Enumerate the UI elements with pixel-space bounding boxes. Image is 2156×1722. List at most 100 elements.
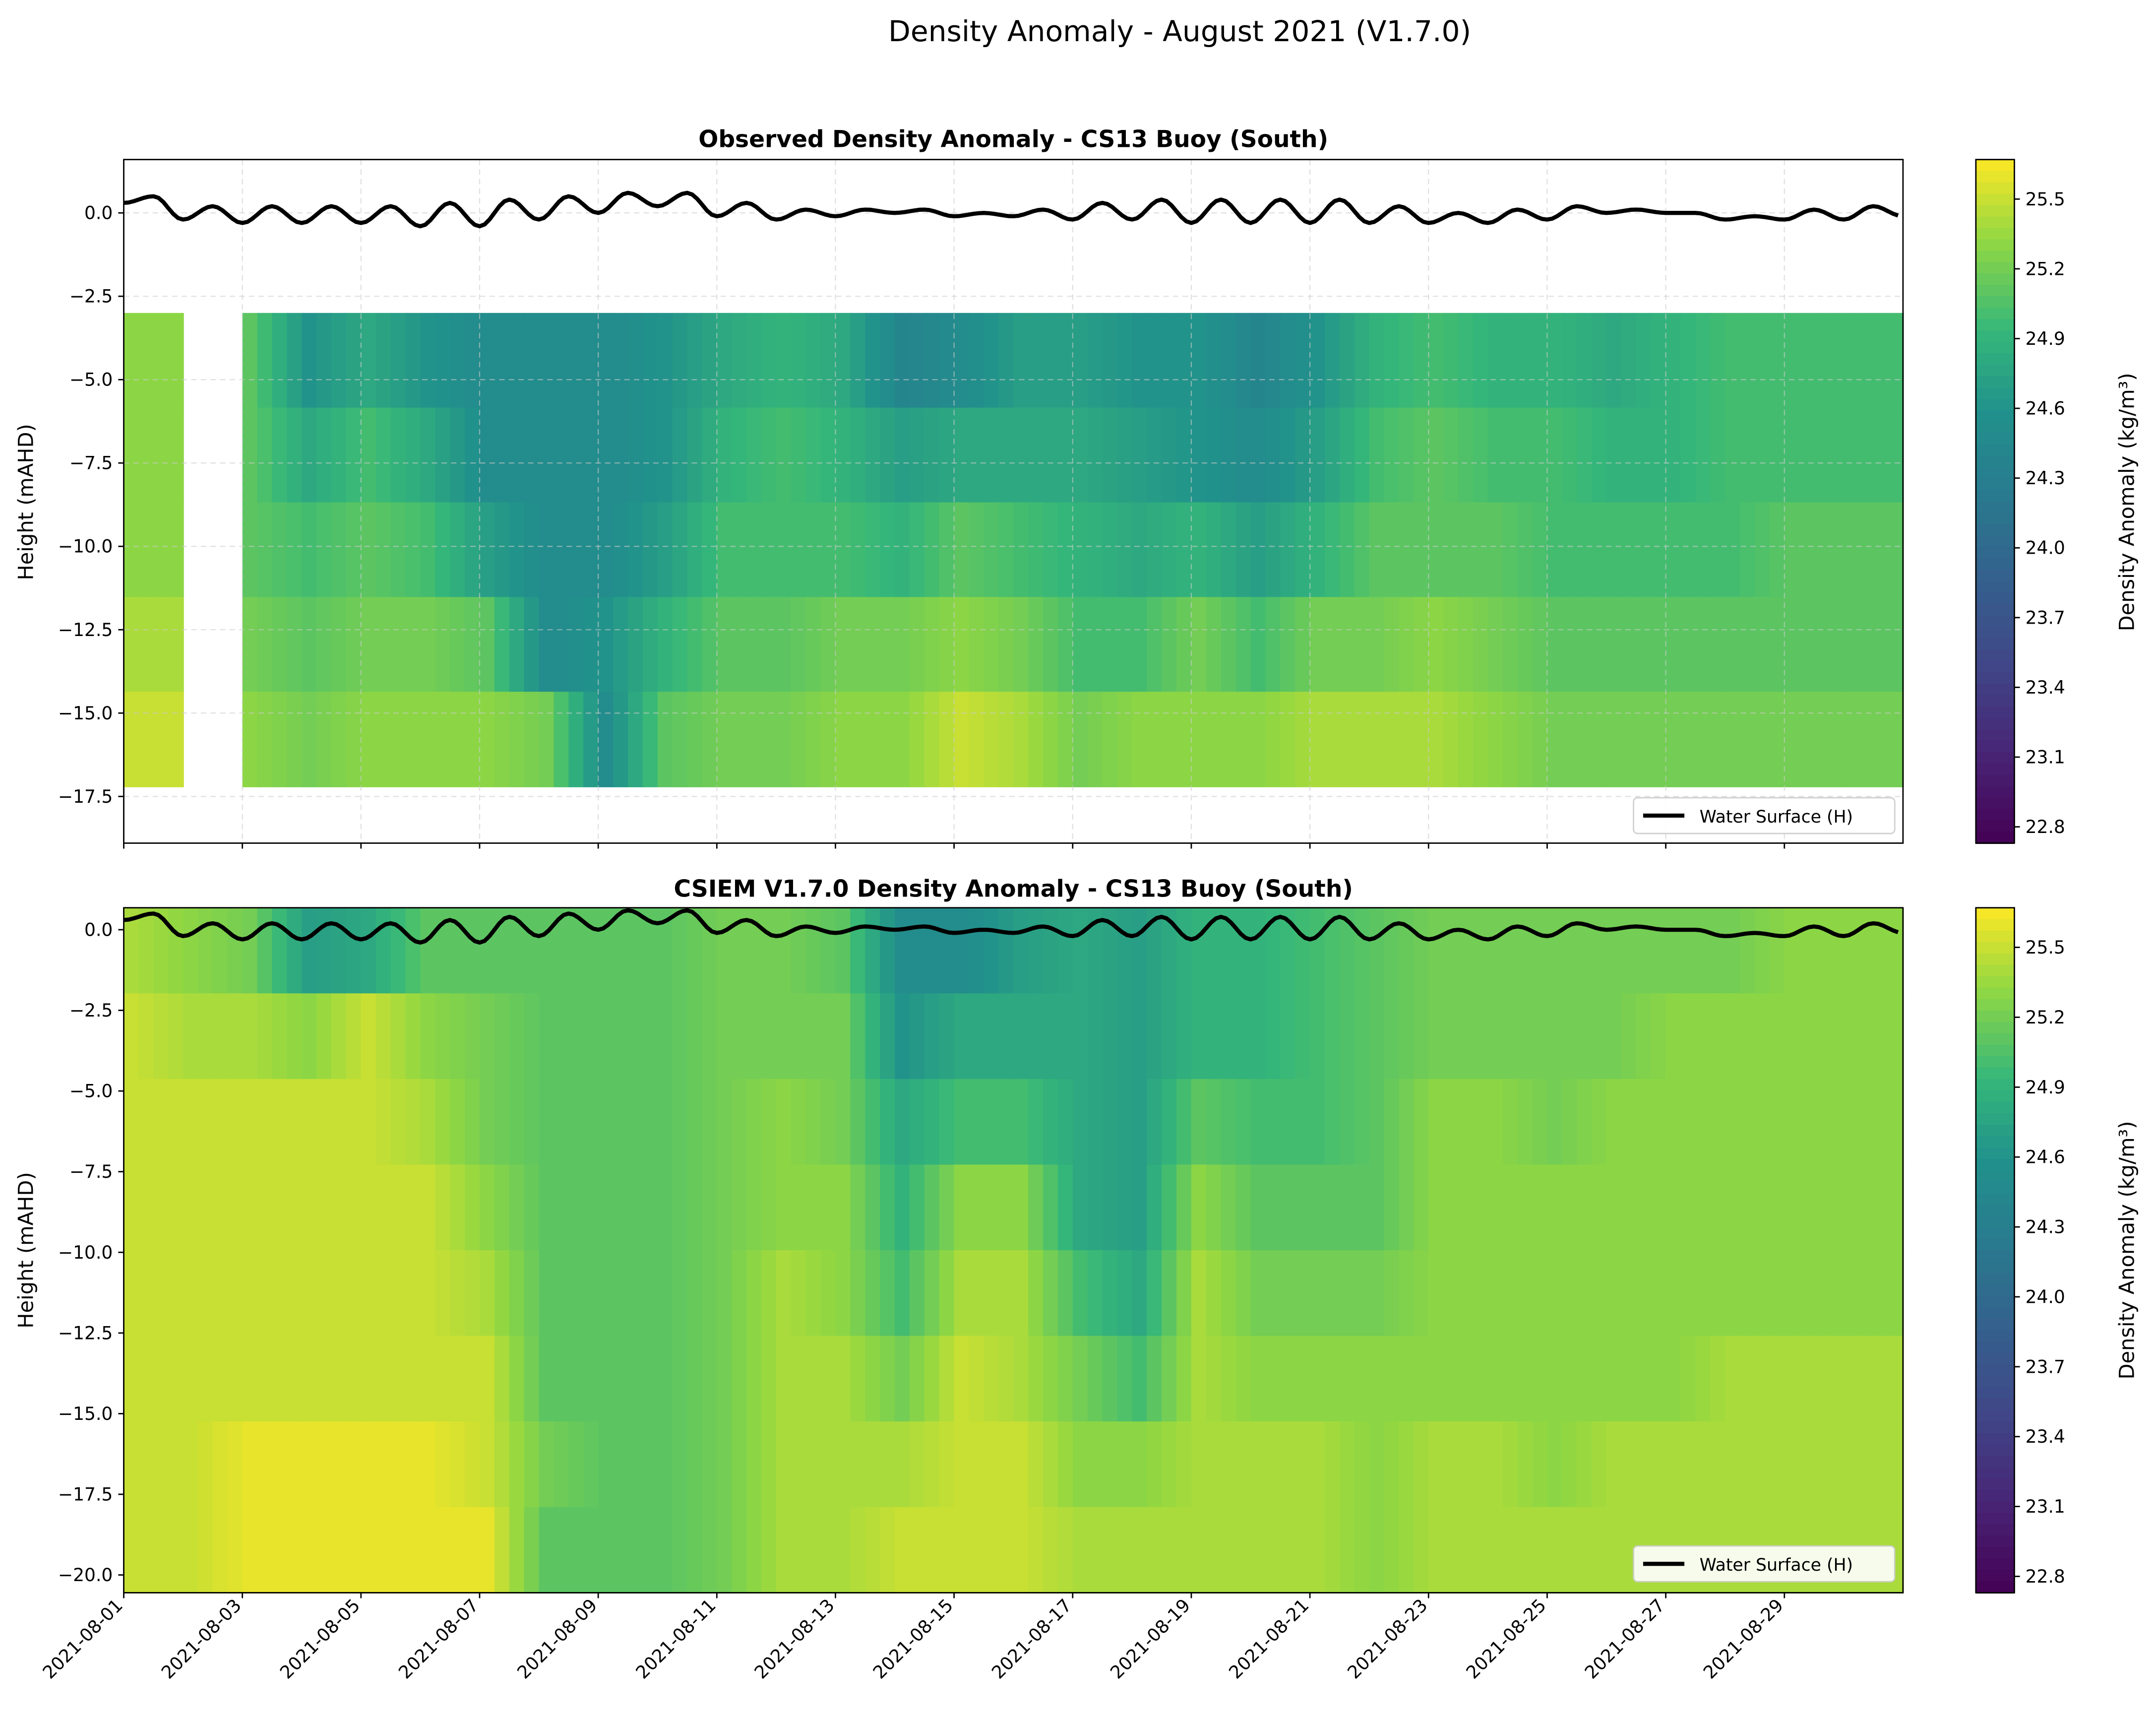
heatmap-cell bbox=[776, 1250, 792, 1337]
heatmap-cell bbox=[479, 1507, 495, 1594]
heatmap-cell bbox=[1502, 1250, 1519, 1337]
heatmap-cell bbox=[1665, 907, 1682, 994]
heatmap-cell bbox=[1784, 502, 1800, 598]
heatmap-cell bbox=[1784, 597, 1800, 693]
heatmap-cell bbox=[791, 597, 807, 693]
heatmap-cell bbox=[1280, 1164, 1296, 1251]
heatmap-cell bbox=[494, 1507, 510, 1594]
heatmap-cell bbox=[509, 1164, 525, 1251]
heatmap-cell bbox=[1636, 502, 1652, 598]
heatmap-cell bbox=[1072, 597, 1089, 693]
heatmap-cell bbox=[1162, 1336, 1177, 1422]
heatmap-cell bbox=[1829, 1250, 1845, 1337]
heatmap-cell bbox=[1384, 1421, 1400, 1508]
heatmap-cell bbox=[197, 1421, 214, 1508]
heatmap-cell bbox=[1087, 1079, 1104, 1166]
heatmap-cell bbox=[776, 597, 792, 693]
heatmap-cell bbox=[1176, 313, 1192, 409]
heatmap-cell bbox=[1206, 1079, 1222, 1166]
heatmap-cell bbox=[153, 692, 169, 787]
heatmap-cell bbox=[835, 993, 852, 1080]
heatmap-cell bbox=[1784, 313, 1800, 409]
heatmap-cell bbox=[450, 597, 466, 693]
heatmap-cell bbox=[835, 597, 852, 693]
heatmap-cell bbox=[702, 502, 718, 598]
heatmap-cell bbox=[732, 1421, 747, 1508]
heatmap-cell bbox=[1769, 1164, 1786, 1251]
heatmap-cell bbox=[331, 502, 347, 598]
heatmap-cell bbox=[524, 1507, 540, 1594]
heatmap-cell bbox=[123, 502, 140, 598]
heatmap-cell bbox=[1295, 692, 1311, 787]
heatmap-cell bbox=[1458, 993, 1474, 1080]
heatmap-cell bbox=[1235, 502, 1252, 598]
heatmap-cell bbox=[702, 1250, 718, 1337]
heatmap-cell bbox=[197, 1079, 214, 1166]
heatmap-cell bbox=[272, 692, 288, 787]
heatmap-cell bbox=[1013, 1421, 1029, 1508]
heatmap-cell bbox=[1295, 1507, 1311, 1594]
heatmap-cell bbox=[657, 1336, 674, 1422]
heatmap-cell bbox=[1873, 597, 1889, 693]
heatmap-cell bbox=[302, 692, 317, 787]
heatmap-cell bbox=[1414, 1421, 1429, 1508]
heatmap-cell bbox=[732, 993, 747, 1080]
heatmap-cell bbox=[1680, 907, 1697, 994]
heatmap-cell bbox=[1339, 407, 1355, 504]
heatmap-cell bbox=[909, 1507, 925, 1594]
colorbar-label: Density Anomaly (kg/m³) bbox=[2115, 1121, 2139, 1380]
heatmap-cell bbox=[302, 502, 317, 598]
heatmap-cell bbox=[1250, 1421, 1267, 1508]
colorbar-segment bbox=[1975, 376, 2015, 388]
heatmap-cell bbox=[168, 407, 184, 504]
heatmap-cell bbox=[494, 313, 510, 409]
heatmap-cell bbox=[1013, 1079, 1029, 1166]
heatmap-cell bbox=[909, 502, 925, 598]
y-tick-label: −5.0 bbox=[69, 370, 113, 390]
heatmap-cell bbox=[1028, 502, 1044, 598]
heatmap-cell bbox=[568, 993, 584, 1080]
heatmap-cell bbox=[1295, 313, 1311, 409]
heatmap-cell bbox=[1162, 313, 1177, 409]
heatmap-cell bbox=[1117, 313, 1133, 409]
heatmap-cell bbox=[1043, 692, 1059, 787]
heatmap-cell bbox=[494, 1336, 510, 1422]
heatmap-cell bbox=[1176, 1164, 1192, 1251]
heatmap-cell bbox=[539, 692, 555, 787]
heatmap-cell bbox=[1072, 1507, 1089, 1594]
heatmap-cell bbox=[1562, 597, 1578, 693]
heatmap-cell bbox=[1162, 597, 1177, 693]
heatmap-cell bbox=[1265, 1336, 1281, 1422]
heatmap-cell bbox=[865, 1164, 881, 1251]
heatmap-cell bbox=[1162, 1507, 1177, 1594]
heatmap-cell bbox=[316, 907, 332, 994]
heatmap-cell bbox=[450, 1079, 466, 1166]
heatmap-cell bbox=[1176, 993, 1192, 1080]
heatmap-cell bbox=[123, 597, 140, 693]
heatmap-cell bbox=[1547, 313, 1563, 409]
heatmap-cell bbox=[539, 407, 555, 504]
colorbar-segment bbox=[1975, 987, 2015, 1000]
heatmap-cell bbox=[1473, 1250, 1489, 1337]
heatmap-cell bbox=[435, 1250, 451, 1337]
heatmap-cell bbox=[583, 692, 599, 787]
heatmap-cell bbox=[1428, 1079, 1444, 1166]
colorbar-segment bbox=[1975, 1090, 2015, 1103]
heatmap-cell bbox=[1057, 692, 1074, 787]
heatmap-cell bbox=[924, 993, 940, 1080]
heatmap-cell bbox=[435, 407, 451, 504]
heatmap-cell bbox=[242, 407, 258, 504]
heatmap-cell bbox=[1814, 1079, 1830, 1166]
heatmap-cell bbox=[257, 993, 273, 1080]
heatmap-cell bbox=[465, 1079, 481, 1166]
heatmap-cell bbox=[375, 907, 392, 994]
heatmap-cell bbox=[272, 502, 288, 598]
colorbar-segment bbox=[1975, 1113, 2015, 1126]
colorbar-segment bbox=[1975, 752, 2015, 765]
heatmap-cell bbox=[761, 1421, 777, 1508]
heatmap-cell bbox=[820, 407, 837, 504]
heatmap-cell bbox=[479, 1164, 495, 1251]
colorbar-segment bbox=[1975, 831, 2015, 844]
heatmap-cell bbox=[850, 313, 866, 409]
heatmap-cell bbox=[984, 313, 999, 409]
